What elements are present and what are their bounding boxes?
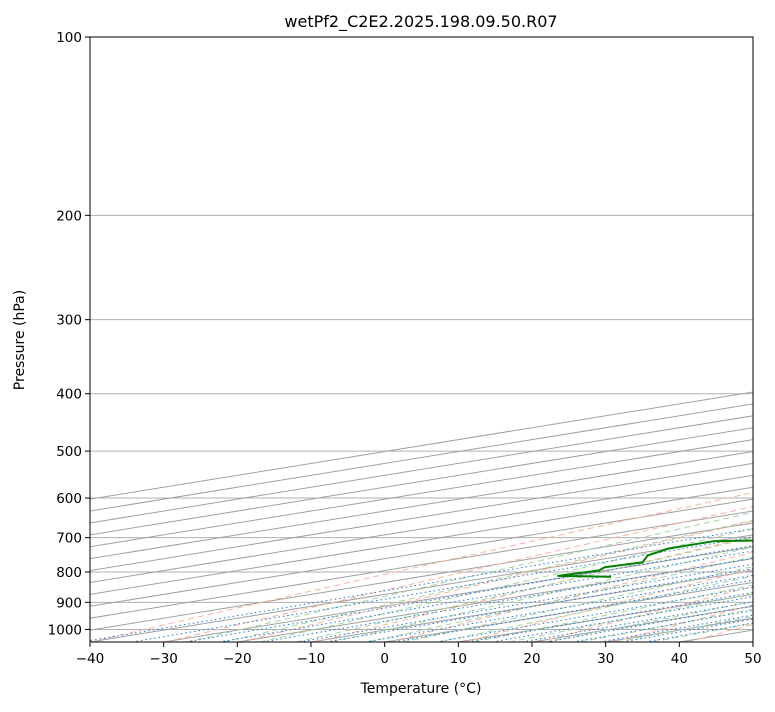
x-tick-label: −20 <box>223 651 252 667</box>
chart-title: wetPf2_C2E2.2025.198.09.50.R07 <box>284 12 557 32</box>
x-tick-label: 10 <box>450 651 467 667</box>
y-tick-label: 500 <box>56 444 82 460</box>
x-tick-label: 30 <box>597 651 614 667</box>
x-tick-label: 20 <box>523 651 540 667</box>
y-axis-label: Pressure (hPa) <box>12 290 28 390</box>
x-tick-label: 40 <box>671 651 688 667</box>
y-tick-label: 400 <box>56 387 82 403</box>
x-tick-label: 0 <box>380 651 389 667</box>
x-axis-label: Temperature (°C) <box>360 681 482 697</box>
y-tick-label: 300 <box>56 313 82 329</box>
y-tick-label: 800 <box>56 565 82 581</box>
x-tick-label: 50 <box>744 651 761 667</box>
y-tick-label: 1000 <box>48 622 82 638</box>
x-tick-label: −30 <box>149 651 178 667</box>
y-tick-label: 200 <box>56 208 82 224</box>
x-tick-label: −10 <box>297 651 326 667</box>
y-tick-label: 600 <box>56 491 82 507</box>
y-tick-label: 100 <box>56 30 82 46</box>
y-tick-label: 700 <box>56 531 82 547</box>
y-tick-label: 900 <box>56 595 82 611</box>
x-tick-label: −40 <box>76 651 105 667</box>
